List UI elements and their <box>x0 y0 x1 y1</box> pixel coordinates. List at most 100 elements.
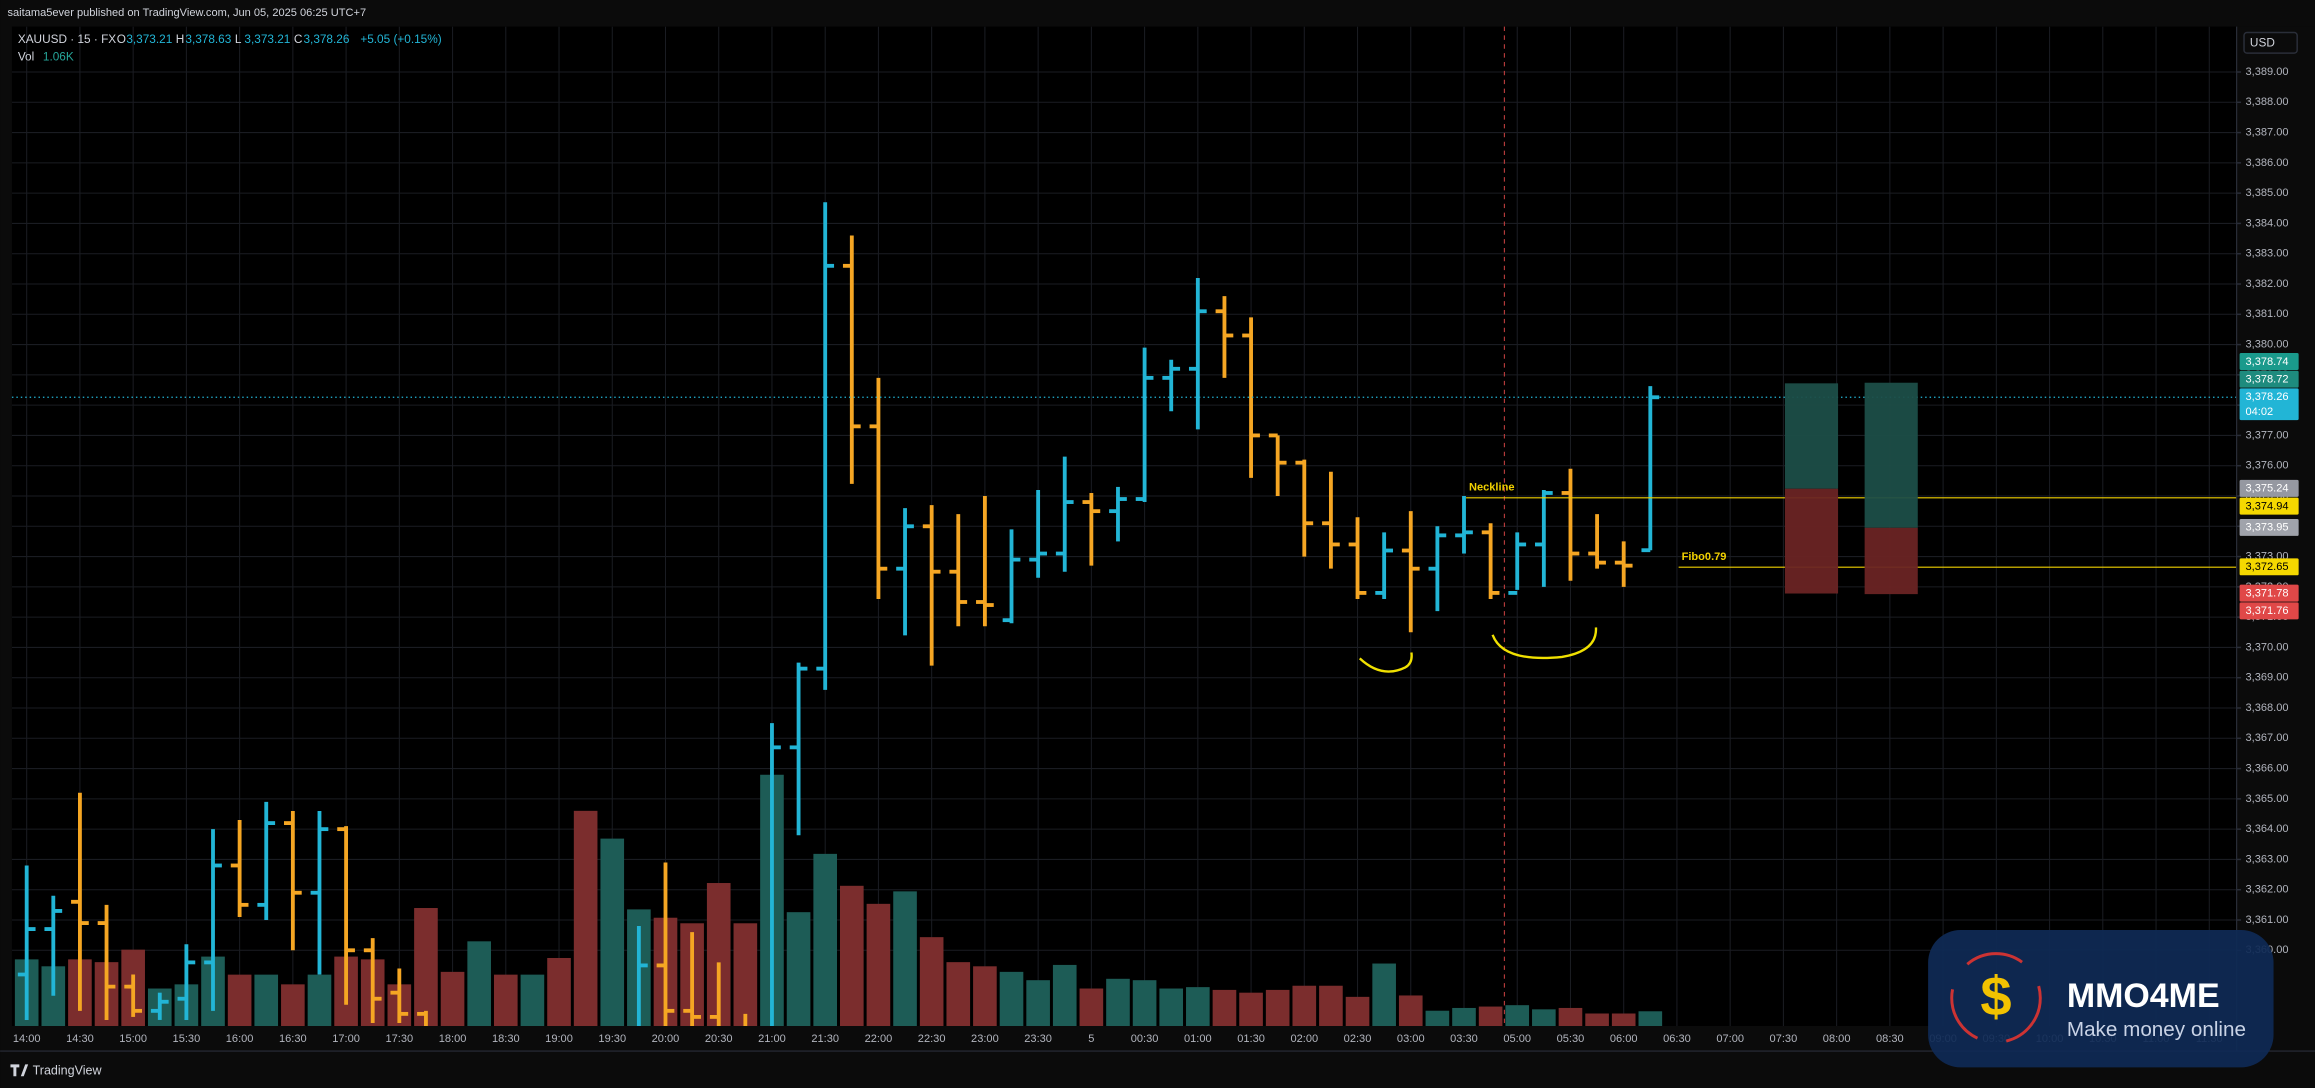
volume-bar <box>520 974 545 1026</box>
price-badge-label: 3,375.24 <box>2246 483 2289 495</box>
volume-bar <box>1478 1006 1503 1026</box>
y-tick-label: 3,373.00 <box>2246 550 2289 562</box>
x-tick-label: 17:00 <box>332 1033 360 1045</box>
legend-key: L <box>235 32 242 46</box>
watermark-subtitle: Make money online <box>2067 1018 2246 1041</box>
volume-bar <box>733 923 758 1026</box>
price-badge <box>2239 584 2299 602</box>
price-badge <box>2239 497 2299 515</box>
volume-bar <box>946 962 971 1026</box>
x-tick-label: 22:30 <box>918 1033 946 1045</box>
x-tick-label: 20:30 <box>705 1033 733 1045</box>
y-tick-label: 3,377.00 <box>2246 429 2289 441</box>
y-tick-label: 3,389.00 <box>2246 66 2289 78</box>
legend-key: C <box>294 32 303 46</box>
volume-bar <box>1345 996 1370 1026</box>
volume-bar <box>1212 989 1237 1026</box>
volume-bar <box>307 974 332 1026</box>
volume-bar <box>1265 989 1290 1026</box>
volume-bar <box>1106 978 1130 1026</box>
price-badge-label: 3,378.72 <box>2246 373 2289 385</box>
bar-layer <box>17 202 1660 1026</box>
volume-bar <box>281 984 305 1026</box>
legend-change: +5.05 (+0.15%) <box>360 32 441 46</box>
annotation-label: Neckline <box>1469 481 1515 493</box>
x-tick-label: 19:00 <box>545 1033 573 1045</box>
y-tick-label: 3,384.00 <box>2246 217 2289 229</box>
y-tick-label: 3,362.00 <box>2246 884 2289 896</box>
volume-bar <box>41 966 66 1026</box>
price-badge-label: 3,371.78 <box>2246 587 2289 599</box>
watermark-icon: $ <box>1980 965 2011 1028</box>
volume-bar <box>1638 1011 1663 1026</box>
x-tick-label: 03:30 <box>1450 1033 1478 1045</box>
price-badge-label: 3,378.74 <box>2246 356 2289 368</box>
x-tick-label: 20:00 <box>652 1033 680 1045</box>
currency: USD <box>2250 36 2275 50</box>
volume-bar <box>840 885 864 1026</box>
watermark: $ MMO4ME Make money online <box>1928 930 2274 1068</box>
legend-value: 3,373.21 <box>126 32 172 46</box>
x-tick-label: 03:00 <box>1397 1033 1425 1045</box>
position-loss <box>1784 488 1839 594</box>
price-badge <box>2239 370 2299 388</box>
legend-value: 3,378.26 <box>303 32 349 46</box>
y-tick-label: 3,388.00 <box>2246 96 2289 108</box>
x-tick-label: 18:30 <box>492 1033 520 1045</box>
legend-symbol: XAUUSD · 15 · FX <box>18 32 116 46</box>
price-badge-label: 3,371.76 <box>2246 605 2289 617</box>
volume-bar <box>1026 980 1050 1026</box>
y-tick-label: 3,385.00 <box>2246 187 2289 199</box>
volume-bar <box>1505 1005 1530 1026</box>
x-tick-label: 15:00 <box>119 1033 147 1045</box>
y-tick-label: 3,361.00 <box>2246 914 2289 926</box>
legend-key: H <box>176 32 185 46</box>
volume-bar <box>1452 1007 1476 1026</box>
volume-bar <box>1611 1013 1636 1026</box>
volume-layer <box>14 774 1663 1026</box>
x-tick-label: 02:00 <box>1290 1033 1318 1045</box>
volume-bar <box>786 912 811 1026</box>
volume-bar <box>1052 964 1077 1026</box>
x-tick-label: 19:30 <box>598 1033 626 1045</box>
x-tick-label: 00:30 <box>1131 1033 1159 1045</box>
price-badge-label: 3,374.94 <box>2246 500 2289 512</box>
overlay-layer: Neckline Fibo0.79 <box>11 26 2237 1026</box>
x-tick-label: 07:00 <box>1716 1033 1744 1045</box>
position-loss <box>1864 527 1918 595</box>
brand: TradingView <box>33 1063 103 1077</box>
x-tick-label: 16:00 <box>226 1033 254 1045</box>
volume-bar <box>1079 988 1104 1026</box>
volume-bar <box>1319 985 1343 1026</box>
volume-bar <box>1239 992 1263 1026</box>
volume-bar <box>706 883 731 1026</box>
legend-value: 3,378.63 <box>185 32 231 46</box>
x-tick-label: 02:30 <box>1344 1033 1372 1045</box>
price-badge-label: 3,373.95 <box>2246 522 2289 534</box>
legend-volume-key: Vol <box>18 50 34 64</box>
price-badge-label: 3,378.26 <box>2246 391 2289 403</box>
volume-bar <box>1132 980 1157 1026</box>
volume-bar <box>1372 963 1396 1026</box>
x-tick-label: 05:30 <box>1557 1033 1585 1045</box>
volume-bar <box>1398 995 1423 1026</box>
currency-box[interactable] <box>2243 31 2298 54</box>
y-tick-label: 3,369.00 <box>2246 672 2289 684</box>
volume-bar <box>1425 1010 1450 1026</box>
y-tick-label: 3,376.00 <box>2246 460 2289 472</box>
y-tick-label: 3,366.00 <box>2246 762 2289 774</box>
legend-volume: 1.06K <box>43 50 74 64</box>
x-tick-label: 21:00 <box>758 1033 786 1045</box>
volume-bar <box>467 941 491 1026</box>
y-tick-label: 3,364.00 <box>2246 823 2289 835</box>
position-profit <box>1864 382 1918 528</box>
x-tick-label: 05:00 <box>1503 1033 1531 1045</box>
price-axis <box>2236 26 2315 1052</box>
x-tick-label: 07:30 <box>1770 1033 1798 1045</box>
x-tick-label: 15:30 <box>173 1033 201 1045</box>
price-badge-label: 3,372.65 <box>2246 561 2289 573</box>
x-tick-label: 06:30 <box>1663 1033 1691 1045</box>
price-badge <box>2239 558 2299 576</box>
x-tick-label: 01:00 <box>1184 1033 1212 1045</box>
watermark-ring <box>1950 952 2042 1044</box>
